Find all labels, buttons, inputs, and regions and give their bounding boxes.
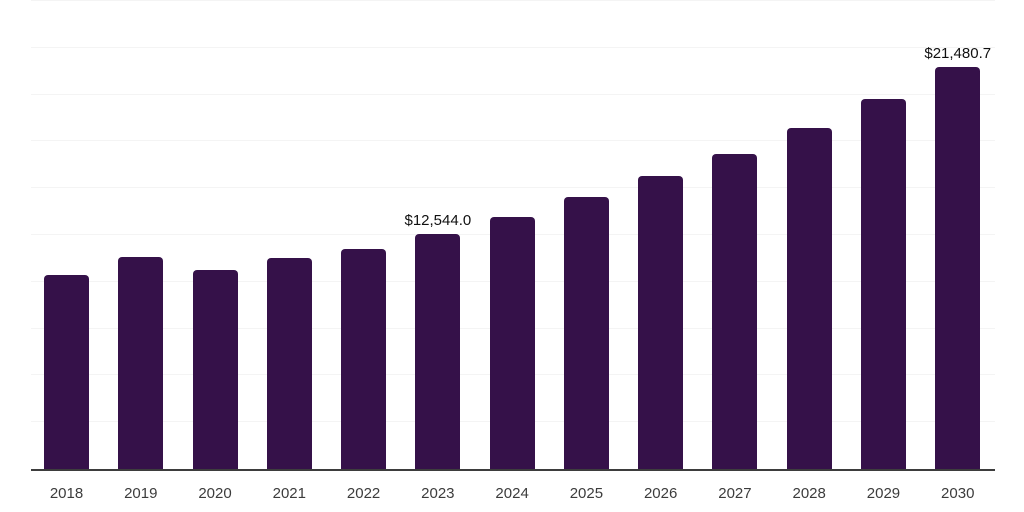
x-tick-label-2026: 2026 (643, 485, 678, 502)
x-tick-label-2023: 2023 (421, 485, 455, 502)
x-tick-label-2025: 2025 (569, 485, 604, 502)
bar-2021[interactable] (266, 258, 312, 469)
gridline-20000 (31, 93, 995, 95)
bar-2029[interactable] (860, 99, 906, 469)
bar-2023[interactable] (415, 234, 461, 469)
bar-2025[interactable] (563, 196, 609, 469)
x-tick-label-2029: 2029 (866, 485, 901, 502)
x-tick-label-2027: 2027 (718, 485, 752, 502)
x-tick-label-2019: 2019 (124, 485, 158, 502)
x-tick-label-2018: 2018 (49, 485, 84, 502)
bar-2022[interactable] (341, 249, 387, 469)
x-tick-label-2022: 2022 (346, 485, 381, 502)
x-tick-label-2030: 2030 (941, 485, 975, 502)
gridline-15000 (31, 187, 995, 189)
value-label-2023: $12,544.0 (404, 212, 472, 230)
gridline-25000 (31, 0, 995, 1)
bar-2027[interactable] (712, 153, 758, 469)
bar-2018[interactable] (44, 275, 89, 469)
plot-area: $12,544.0 $21,480.7 (31, 0, 995, 471)
gridline-17500 (31, 140, 995, 142)
bar-2026[interactable] (638, 176, 684, 469)
x-tick-label-2020: 2020 (198, 485, 232, 502)
x-tick-label-2021: 2021 (272, 485, 306, 502)
x-tick-label-2028: 2028 (792, 485, 826, 502)
bar-2024[interactable] (489, 217, 535, 469)
bar-2030[interactable] (935, 66, 981, 469)
value-label-2030: $21,480.7 (924, 44, 992, 62)
bar-2028[interactable] (786, 128, 832, 469)
x-axis-line (31, 469, 995, 471)
bar-2019[interactable] (118, 257, 164, 469)
x-tick-label-2024: 2024 (495, 485, 529, 502)
bar-2020[interactable] (192, 269, 238, 469)
gridline-22500 (31, 46, 995, 48)
